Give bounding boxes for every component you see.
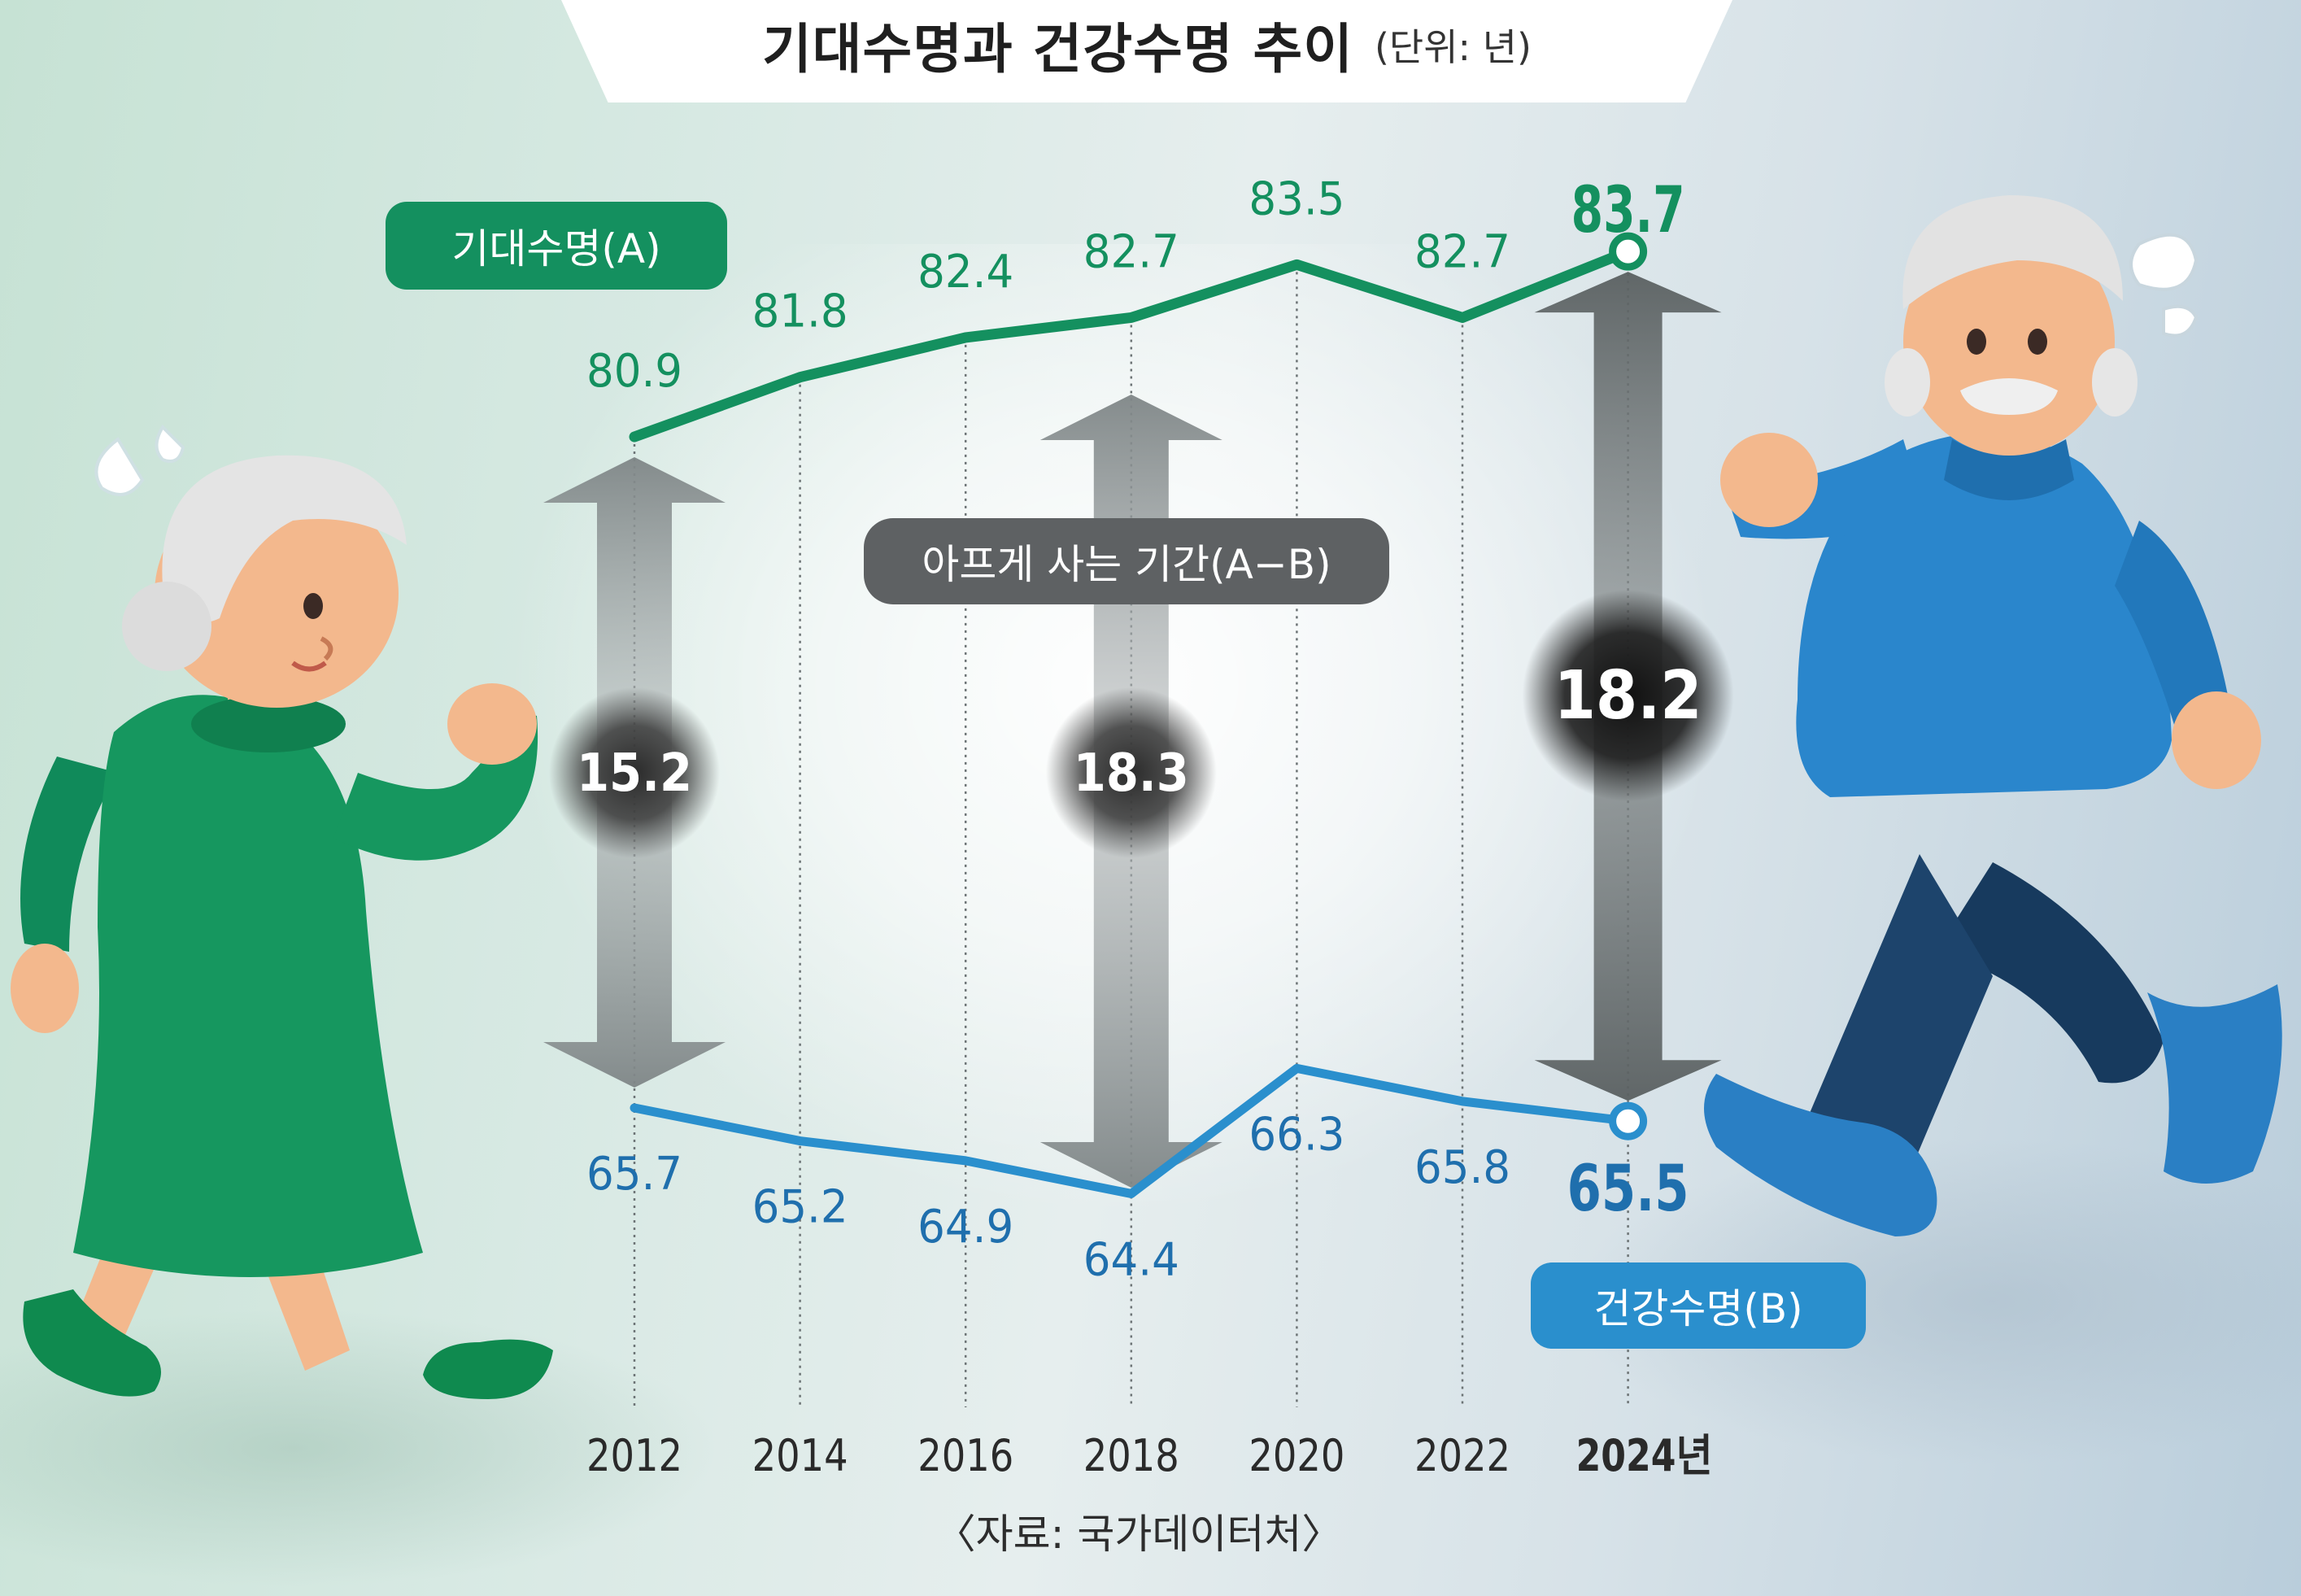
expected-life-value: 82.4 xyxy=(917,246,1013,299)
gap-badge xyxy=(1522,590,1734,801)
expected-life-value: 82.7 xyxy=(1414,225,1510,278)
chart-unit: (단위: 년) xyxy=(1374,25,1532,69)
title-tab xyxy=(561,0,1732,102)
healthy-life-value: 65.2 xyxy=(752,1181,848,1234)
healthy-life-value: 65.7 xyxy=(586,1148,682,1201)
expected-life-value: 80.9 xyxy=(586,345,682,398)
source-note: 〈자료: 국가데이터처〉 xyxy=(935,1511,1343,1558)
x-tick-label: 2012 xyxy=(586,1430,682,1481)
x-tick-label: 2018 xyxy=(1083,1430,1179,1481)
legend-expected-life: 기대수명(A) xyxy=(386,202,727,290)
chart-title: 기대수명과 건강수명 추이 xyxy=(762,18,1353,81)
expected-life-value: 83.7 xyxy=(1571,174,1685,247)
healthy-life-line xyxy=(630,1063,1633,1198)
grandfather-figure xyxy=(1704,195,2282,1236)
healthy-life-value: 64.4 xyxy=(1083,1233,1179,1286)
x-tick-label: 2014 xyxy=(752,1430,848,1481)
healthy-life-value: 66.3 xyxy=(1249,1108,1344,1161)
x-tick-label: 2020 xyxy=(1249,1430,1344,1481)
x-axis-ticks: 2012 2014 2016 2018 2020 2022 2024년 xyxy=(586,1430,1713,1481)
gap-arrows: 15.2 18.3 18.2 xyxy=(543,272,1734,1188)
expected-life-value: 81.8 xyxy=(752,286,848,338)
gap-value: 18.3 xyxy=(1074,743,1189,804)
x-tick-label: 2024년 xyxy=(1576,1430,1713,1481)
gap-badge xyxy=(1045,687,1217,858)
expected-life-value: 83.5 xyxy=(1249,172,1344,225)
title-bar: 기대수명과 건강수명 추이 (단위: 년) xyxy=(561,0,1732,89)
expected-life-line xyxy=(629,246,1634,443)
series-lines xyxy=(629,232,1648,1198)
gap-badge xyxy=(549,687,720,858)
healthy-life-value: 64.9 xyxy=(917,1201,1013,1254)
healthy-life-value: 65.5 xyxy=(1567,1153,1689,1226)
data-labels: 80.9 65.7 81.8 65.2 82.4 64.9 82.7 64.4 83.5 66.3… xyxy=(586,172,1689,1286)
legend-healthy-life: 건강수명(B) xyxy=(1531,1262,1866,1349)
healthy-life-end-marker xyxy=(1609,1101,1648,1140)
gap-value: 15.2 xyxy=(577,743,692,804)
x-tick-label: 2016 xyxy=(917,1430,1013,1481)
x-tick-label: 2022 xyxy=(1414,1430,1510,1481)
gap-value: 18.2 xyxy=(1554,657,1702,735)
healthy-life-value: 65.8 xyxy=(1414,1141,1510,1194)
grandmother-figure xyxy=(11,424,553,1399)
legend-sick-period: 아프게 사는 기간(A−B) xyxy=(864,518,1389,604)
expected-life-value: 82.7 xyxy=(1083,225,1179,278)
expected-life-end-marker xyxy=(1609,232,1648,271)
